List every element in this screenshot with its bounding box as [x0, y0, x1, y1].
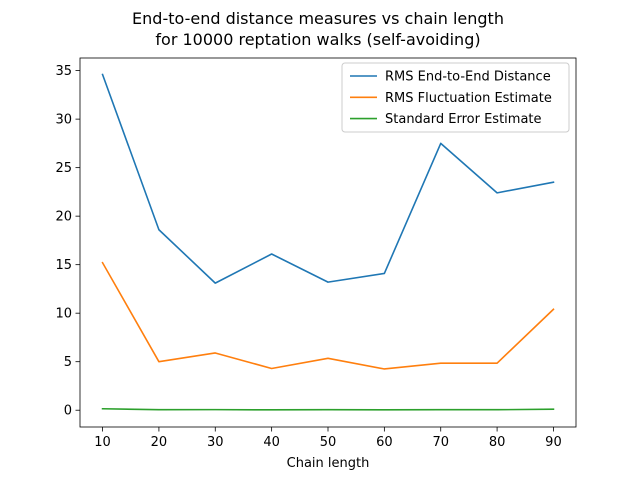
- y-tick-label: 35: [55, 64, 72, 79]
- x-axis-label: Chain length: [287, 456, 370, 471]
- series-line-1: [101, 261, 555, 370]
- x-tick-label: 30: [207, 435, 224, 450]
- legend-box: [341, 62, 570, 133]
- x-tick-label: 70: [432, 435, 449, 450]
- chart-title-line-1: End-to-end distance measures vs chain le…: [132, 9, 504, 28]
- y-tick-label: 25: [55, 161, 72, 176]
- chart-title-line-2: for 10000 reptation walks (self-avoiding…: [155, 30, 480, 49]
- legend-label-0: RMS End-to-End Distance: [385, 70, 551, 85]
- series-line-0: [101, 73, 555, 284]
- y-tick-label: 5: [64, 355, 72, 370]
- x-tick-label: 50: [320, 435, 337, 450]
- legend: RMS End-to-End Distance RMS Fluctuation E…: [341, 62, 570, 133]
- x-tick-label: 60: [376, 435, 393, 450]
- y-tick-label: 15: [55, 258, 72, 273]
- y-tick-label: 0: [64, 404, 72, 419]
- y-tick-label: 30: [55, 113, 72, 128]
- legend-label-2: Standard Error Estimate: [385, 112, 542, 127]
- y-tick-label: 20: [55, 210, 72, 225]
- legend-label-1: RMS Fluctuation Estimate: [385, 91, 552, 106]
- y-axis-ticks: 0 5 10 15 20 25 30 35: [55, 64, 80, 419]
- x-tick-label: 10: [94, 435, 111, 450]
- series-line-2: [101, 407, 555, 411]
- chart-title: End-to-end distance measures vs chain le…: [132, 9, 504, 49]
- x-tick-label: 90: [545, 435, 562, 450]
- x-tick-label: 20: [151, 435, 168, 450]
- y-tick-label: 10: [55, 307, 72, 322]
- x-axis-ticks: 10 20 30 40 50 60 70 80 90: [94, 427, 562, 450]
- x-tick-label: 80: [489, 435, 506, 450]
- x-tick-label: 40: [263, 435, 280, 450]
